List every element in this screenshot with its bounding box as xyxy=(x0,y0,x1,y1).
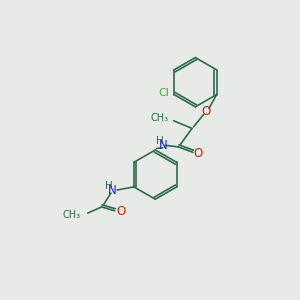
Text: O: O xyxy=(201,105,211,118)
Text: O: O xyxy=(116,205,125,218)
Text: H: H xyxy=(105,181,113,191)
Text: Cl: Cl xyxy=(158,88,169,98)
Text: CH₃: CH₃ xyxy=(150,112,168,123)
Text: CH₃: CH₃ xyxy=(63,210,81,220)
Text: O: O xyxy=(194,146,203,160)
Text: N: N xyxy=(108,184,117,196)
Text: N: N xyxy=(158,139,167,152)
Text: H: H xyxy=(156,136,164,146)
